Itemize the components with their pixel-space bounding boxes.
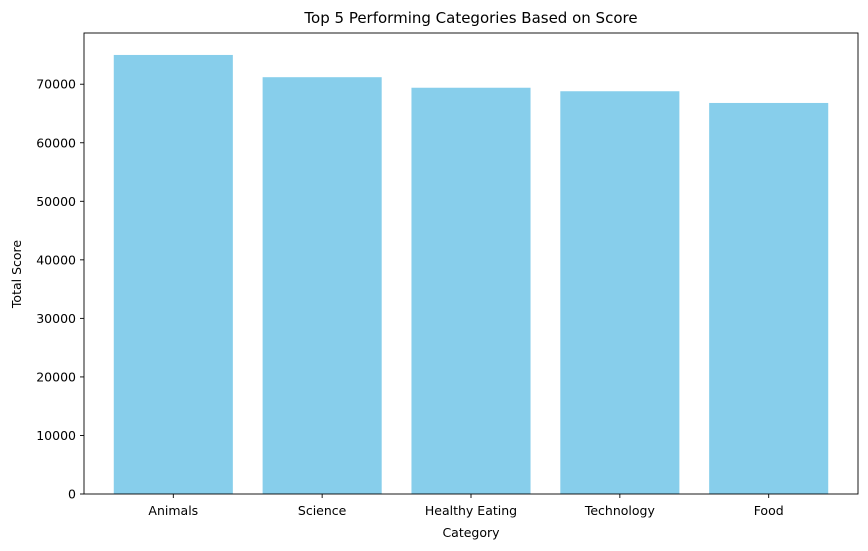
- bar-technology: [560, 91, 680, 495]
- x-axis-label: Category: [442, 525, 500, 540]
- chart-title: Top 5 Performing Categories Based on Sco…: [303, 9, 637, 27]
- x-tick-label: Food: [754, 503, 784, 518]
- x-tick-label: Healthy Eating: [425, 503, 517, 518]
- y-tick-label: 30000: [36, 311, 76, 326]
- x-tick-label: Animals: [148, 503, 198, 518]
- y-tick-label: 70000: [36, 77, 76, 92]
- bar-science: [262, 77, 382, 495]
- bar-animals: [113, 54, 233, 494]
- y-tick-label: 20000: [36, 369, 76, 384]
- y-axis-label: Total Score: [9, 240, 24, 309]
- y-tick-label: 0: [68, 487, 76, 502]
- y-tick-label: 40000: [36, 252, 76, 267]
- bar-food: [709, 102, 829, 494]
- y-tick-label: 50000: [36, 194, 76, 209]
- y-tick-label: 60000: [36, 135, 76, 150]
- y-tick-label: 10000: [36, 428, 76, 443]
- x-tick-label: Technology: [584, 503, 656, 518]
- bars-layer: [113, 54, 829, 495]
- x-tick-label: Science: [298, 503, 347, 518]
- ticks-layer: Animals Science Healthy Eating Technology Fo…: [36, 77, 783, 518]
- bar-healthy-eating: [411, 87, 531, 494]
